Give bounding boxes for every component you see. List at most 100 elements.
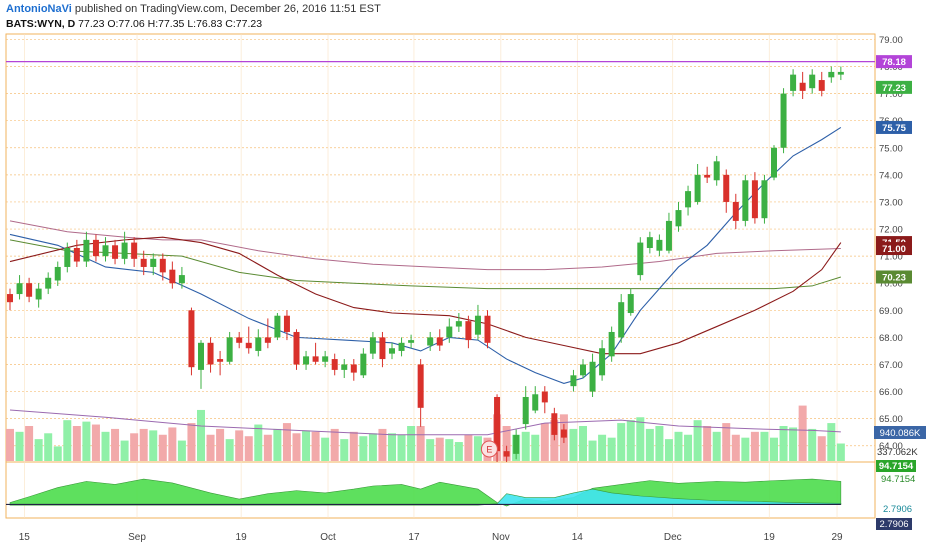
candle-body bbox=[312, 356, 319, 362]
candle bbox=[92, 234, 99, 262]
last-price: 77.23 bbox=[78, 18, 105, 30]
price-tick-label: 75.00 bbox=[879, 143, 903, 154]
volume-bar bbox=[63, 420, 72, 461]
earnings-circle bbox=[480, 440, 498, 458]
candle bbox=[245, 326, 252, 354]
candle bbox=[484, 310, 491, 349]
price-badge-text: 70.23 bbox=[882, 272, 906, 283]
volume-bar bbox=[91, 424, 100, 461]
candle-body bbox=[283, 315, 290, 332]
volume-bar bbox=[636, 417, 645, 461]
candle bbox=[541, 386, 548, 414]
candle-body bbox=[369, 337, 376, 354]
candle-body bbox=[35, 288, 42, 300]
candle-body bbox=[245, 342, 252, 349]
candle-body bbox=[704, 174, 711, 178]
candle bbox=[589, 353, 596, 397]
candle-body bbox=[198, 342, 204, 370]
volume-bar bbox=[139, 428, 148, 461]
volume-bar bbox=[760, 431, 769, 461]
candle-body bbox=[656, 239, 663, 251]
volume-bar bbox=[607, 437, 616, 461]
candle-body bbox=[7, 294, 13, 303]
time-tick-label: Oct bbox=[320, 532, 336, 543]
volume-bar bbox=[282, 423, 291, 461]
candle bbox=[54, 261, 61, 286]
candle-body bbox=[169, 269, 176, 284]
volume-bar bbox=[703, 426, 712, 461]
price-badge: 75.75 bbox=[876, 120, 912, 134]
candle-body bbox=[541, 391, 548, 403]
time-tick-label: 19 bbox=[236, 532, 248, 543]
candle-body bbox=[350, 364, 357, 373]
resistance-badge-bg bbox=[876, 55, 912, 69]
candle bbox=[675, 201, 682, 232]
volume-bar bbox=[15, 431, 24, 461]
oscillator-cyan-badge: 2.7906 bbox=[876, 518, 912, 530]
candle-body bbox=[303, 356, 310, 365]
price-tick-label: 70.00 bbox=[879, 279, 903, 290]
volume-bar bbox=[359, 436, 368, 461]
candle-body bbox=[742, 180, 749, 221]
candle-body bbox=[255, 337, 262, 351]
price-tick-label: 72.00 bbox=[879, 225, 903, 236]
volume-bar bbox=[588, 440, 597, 461]
candle bbox=[560, 424, 567, 444]
candle-body bbox=[264, 337, 271, 343]
candle-body bbox=[112, 245, 119, 259]
candle bbox=[771, 145, 777, 181]
candle bbox=[665, 212, 672, 254]
author-name[interactable]: AntonioNaVi bbox=[6, 3, 72, 15]
candle bbox=[570, 369, 577, 392]
oscillator-green-badge: 94.7154 bbox=[876, 460, 916, 472]
candle-body bbox=[513, 434, 520, 454]
candle-body bbox=[417, 364, 424, 408]
candle-body bbox=[159, 258, 166, 273]
volume-bar bbox=[235, 430, 244, 461]
volume-bar bbox=[435, 437, 444, 461]
candle-body bbox=[532, 394, 539, 411]
price-tick-label: 65.00 bbox=[879, 414, 903, 425]
volume-bar bbox=[731, 434, 740, 461]
candle-body bbox=[818, 80, 825, 91]
candle bbox=[761, 174, 768, 224]
candle-body bbox=[360, 353, 367, 376]
candle-body bbox=[341, 364, 348, 370]
candle bbox=[780, 88, 787, 154]
price-tick-label: 73.00 bbox=[879, 197, 903, 208]
candle-body bbox=[83, 239, 90, 262]
volume-bar bbox=[254, 424, 263, 461]
oscillator-green-badge-bg bbox=[876, 460, 916, 472]
candle-body bbox=[408, 340, 415, 343]
price-badge-text: 71.00 bbox=[882, 244, 906, 255]
candle-body bbox=[685, 191, 692, 208]
candle bbox=[465, 315, 472, 349]
volume-bar bbox=[770, 437, 778, 461]
candle bbox=[732, 193, 739, 230]
candle bbox=[646, 231, 653, 254]
candle bbox=[350, 359, 357, 381]
volume-bar bbox=[407, 426, 416, 461]
candle-body bbox=[379, 337, 386, 360]
candle bbox=[398, 337, 405, 357]
candle bbox=[131, 237, 138, 267]
volume-bar bbox=[6, 428, 14, 461]
candle-body bbox=[92, 239, 99, 257]
candle-body bbox=[799, 82, 806, 91]
volume-bar bbox=[798, 405, 807, 461]
candle bbox=[169, 261, 176, 289]
volume-bar bbox=[540, 423, 549, 461]
price-badge-text: 77.23 bbox=[882, 83, 906, 94]
candle bbox=[140, 250, 147, 276]
time-tick-label: 19 bbox=[764, 532, 776, 543]
candle-body bbox=[599, 348, 606, 376]
volume-bar bbox=[197, 409, 205, 461]
volume-bar bbox=[388, 433, 396, 461]
candle-body bbox=[560, 429, 567, 438]
oscillator-cyan-badge-bg bbox=[876, 518, 912, 530]
volume-bar bbox=[598, 434, 607, 461]
symbol-line: BATS:WYN, D 77.23 O:77.06 H:77.35 L:76.8… bbox=[6, 18, 262, 30]
candle bbox=[790, 69, 797, 97]
candle bbox=[274, 313, 281, 341]
